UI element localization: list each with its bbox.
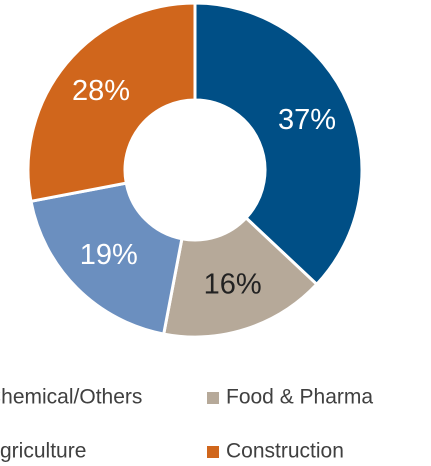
legend-swatch <box>207 446 219 458</box>
donut-slice <box>29 181 184 336</box>
donut-slice <box>161 215 319 339</box>
legend-label: Agriculture <box>0 440 86 463</box>
donut-slice <box>26 1 197 204</box>
legend-label: Construction <box>226 440 344 463</box>
data-label: 16% <box>204 269 262 301</box>
legend-label: Chemical/Others <box>0 386 142 409</box>
donut-slice <box>193 1 364 287</box>
legend-label: Food & Pharma <box>226 386 373 409</box>
data-label: 37% <box>278 104 336 136</box>
legend-swatch <box>207 392 219 404</box>
data-label: 19% <box>80 239 138 271</box>
data-label: 28% <box>72 75 130 107</box>
